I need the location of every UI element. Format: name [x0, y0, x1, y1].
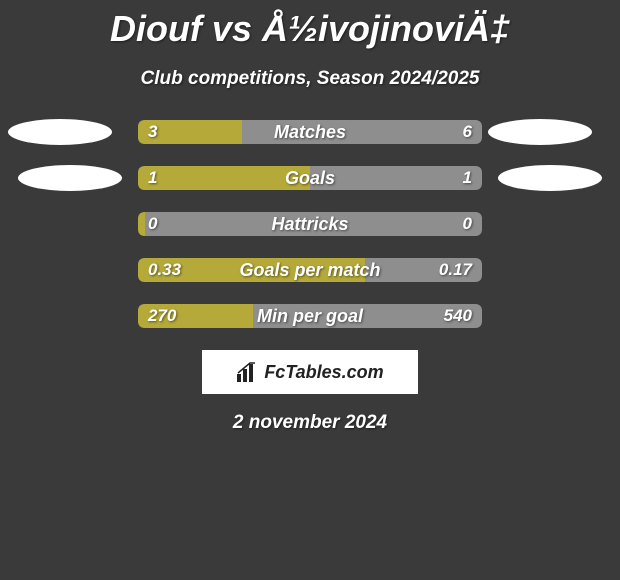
bar-chart-icon — [236, 362, 258, 382]
stat-bar: 1 1 Goals — [138, 166, 482, 190]
comparison-subtitle: Club competitions, Season 2024/2025 — [0, 68, 620, 90]
stat-value-right: 6 — [463, 122, 472, 142]
stat-row: 1 1 Goals — [0, 166, 620, 190]
stat-bar: 270 540 Min per goal — [138, 304, 482, 328]
stat-value-left: 0 — [148, 214, 157, 234]
stat-value-right: 540 — [444, 306, 472, 326]
stat-value-left: 1 — [148, 168, 157, 188]
stat-value-right: 1 — [463, 168, 472, 188]
stat-bar-left — [138, 212, 145, 236]
stat-value-right: 0.17 — [439, 260, 472, 280]
fctables-logo: FcTables.com — [202, 350, 418, 394]
stat-value-right: 0 — [463, 214, 472, 234]
stat-label: Matches — [274, 122, 346, 143]
stat-bar: 0 0 Hattricks — [138, 212, 482, 236]
comparison-title: Diouf vs Å½ivojinoviÄ‡ — [0, 0, 620, 50]
stat-bar-right — [310, 166, 482, 190]
player-photo-placeholder-right — [488, 119, 592, 145]
stat-row: 270 540 Min per goal — [0, 304, 620, 328]
stat-row: 0 0 Hattricks — [0, 212, 620, 236]
stat-value-left: 3 — [148, 122, 157, 142]
stat-value-left: 0.33 — [148, 260, 181, 280]
player-photo-placeholder-left — [8, 119, 112, 145]
stat-label: Min per goal — [257, 306, 363, 327]
stat-rows: 3 6 Matches 1 1 Goals 0 0 Hattricks 0.33 0.17 Goals… — [0, 120, 620, 328]
stat-value-left: 270 — [148, 306, 176, 326]
stat-row: 3 6 Matches — [0, 120, 620, 144]
player-photo-placeholder-right — [498, 165, 602, 191]
player-photo-placeholder-left — [18, 165, 122, 191]
stat-label: Goals — [285, 168, 335, 189]
stat-bar: 0.33 0.17 Goals per match — [138, 258, 482, 282]
stat-bar: 3 6 Matches — [138, 120, 482, 144]
stat-label: Goals per match — [239, 260, 380, 281]
stat-label: Hattricks — [271, 214, 348, 235]
stat-row: 0.33 0.17 Goals per match — [0, 258, 620, 282]
logo-text: FcTables.com — [264, 362, 383, 383]
comparison-date: 2 november 2024 — [0, 412, 620, 434]
